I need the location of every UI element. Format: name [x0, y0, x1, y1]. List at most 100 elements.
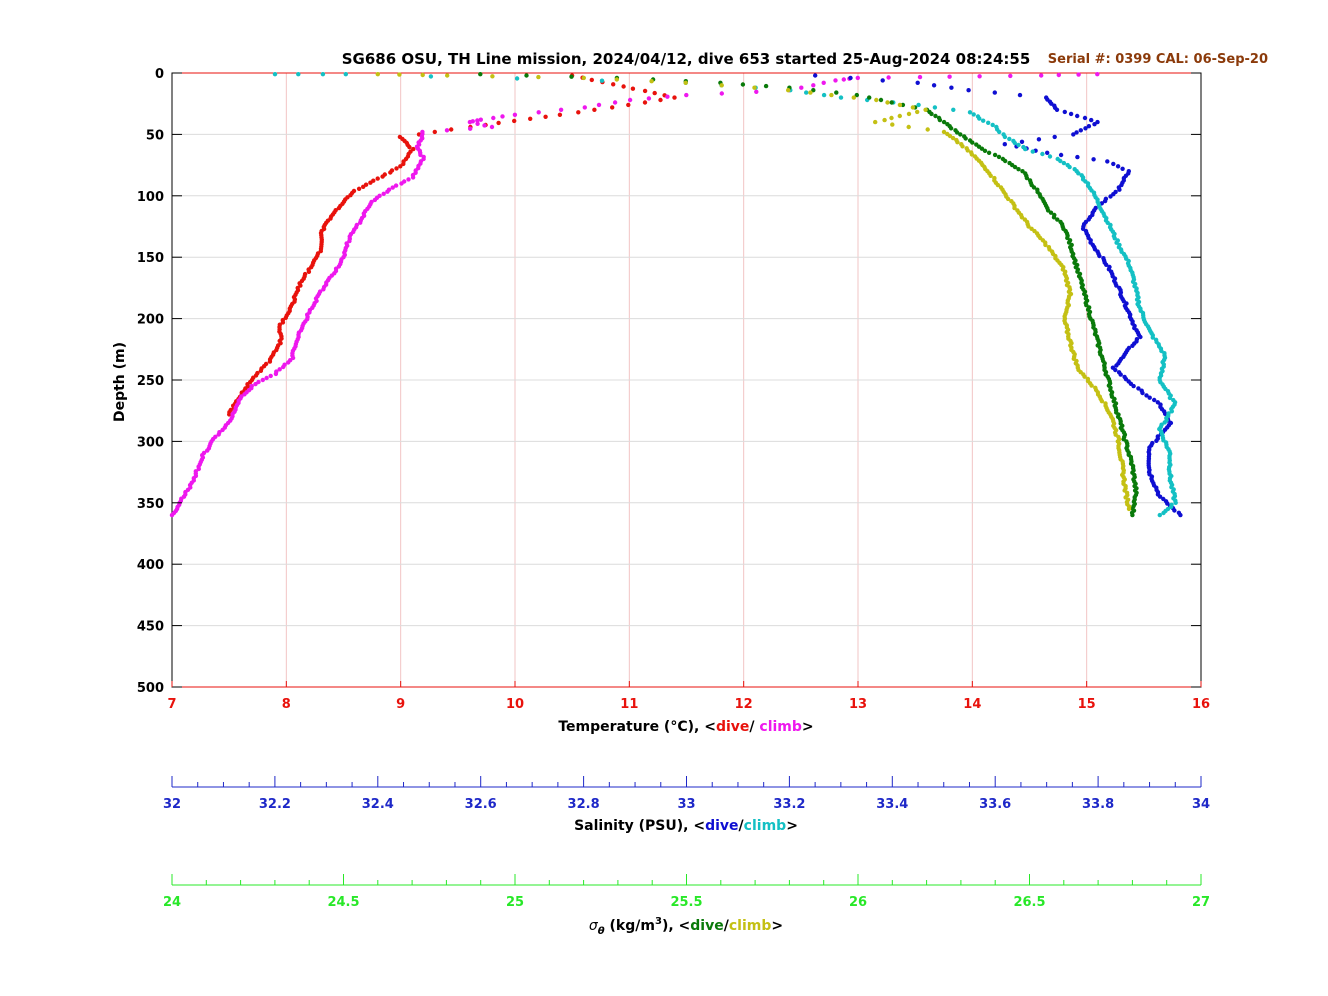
temperature-climb-point	[821, 80, 826, 86]
salinity-climb-point	[320, 72, 326, 77]
temperature-climb-point	[684, 92, 689, 98]
sigma_theta-climb-point	[906, 124, 911, 130]
salinity-climb-point	[932, 105, 938, 110]
salinity-dive-point	[1068, 111, 1074, 117]
salinity-climb-point	[971, 112, 976, 117]
salinity-climb-point	[1150, 335, 1156, 340]
salinity-label-climb: climb	[744, 818, 787, 834]
salinity-climb-point	[1061, 160, 1067, 166]
temperature-climb-point	[264, 375, 269, 381]
sigma_theta-dive-point	[982, 148, 988, 153]
salinity-dive-point	[1097, 253, 1102, 259]
temperature-climb-point	[385, 189, 390, 194]
sigma_theta-dive-point	[941, 119, 947, 125]
sigma_theta-climb-point	[941, 129, 947, 135]
salinity-dive-point	[1074, 130, 1079, 135]
salinity-dive-point	[1091, 157, 1096, 162]
sigma_theta-dive-point	[954, 130, 960, 135]
temperature-dive-point	[375, 176, 380, 181]
temperature-climb-point	[444, 128, 450, 133]
temperature-dive-point	[356, 186, 362, 191]
salinity-climb-point	[986, 120, 991, 126]
depth-tick-label: 200	[137, 313, 164, 328]
temperature-climb-point	[646, 96, 652, 101]
temperature-climb-point	[536, 110, 541, 115]
salinity-axis-label: Salinity (PSU), <dive/climb>	[574, 818, 798, 834]
salinity-label-dive: dive	[705, 818, 738, 834]
salinity-climb-point	[343, 72, 348, 77]
temperature-climb-point	[833, 78, 838, 83]
serial-cal-label: Serial #: 0399 CAL: 06-Sep-20	[1048, 52, 1268, 67]
temperature-climb-point	[1039, 73, 1044, 78]
temperature-dive-point	[368, 180, 373, 185]
salinity-dive-point	[1172, 508, 1177, 513]
depth-tick-label: 350	[137, 497, 164, 512]
salinity-tick-label: 33	[677, 797, 695, 812]
sigma_theta-dive-point	[948, 126, 954, 131]
sigma_theta-dive-point	[1055, 217, 1060, 222]
temperature-dive-point	[576, 110, 581, 115]
salinity-dive-point	[1117, 187, 1122, 192]
temperature-dive-point	[626, 102, 631, 108]
temperature-climb-point	[468, 126, 473, 131]
sigma_theta-dive-point	[1012, 164, 1018, 170]
sigma_theta-climb-point	[851, 95, 856, 100]
temperature-climb-point	[886, 75, 891, 80]
salinity-dive-point	[1054, 107, 1060, 113]
temperature-dive-point	[610, 105, 615, 110]
sigma_theta-dive-point	[1051, 215, 1057, 220]
salinity-dive-point	[1071, 132, 1076, 137]
temperature-tick-label: 9	[396, 697, 405, 712]
sigma_theta-climb-point	[375, 72, 380, 77]
temperature-climb-point	[220, 427, 225, 433]
salinity-climb-point	[1076, 171, 1081, 176]
sigma_theta-dive-point	[992, 152, 998, 158]
sigma-label-sup: 3	[655, 916, 662, 927]
salinity-label-sep: /	[739, 818, 745, 834]
sigma_theta-climb-point	[719, 83, 724, 88]
sigma_theta-climb-point	[397, 72, 402, 77]
salinity-climb-point	[967, 110, 973, 115]
temperature-climb-point	[169, 512, 175, 518]
sigma_theta-dive-point	[1048, 210, 1054, 215]
sigma_theta-climb-point	[885, 100, 890, 105]
salinity-dive-point	[1111, 161, 1116, 167]
salinity-dive-point	[1083, 126, 1088, 131]
sigma_theta-dive-point	[979, 146, 985, 151]
depth-ticks: 0 50 100 150 200 250 300 350 400 450 500	[137, 67, 1201, 696]
salinity-dive-point	[915, 80, 920, 86]
temperature-dive-point	[336, 205, 342, 211]
temperature-climb-point	[372, 197, 378, 203]
sigma-label-units: (kg/m	[605, 918, 655, 934]
temperature-dive-point	[380, 174, 385, 179]
temperature-climb-point	[512, 112, 518, 118]
temperature-climb-point	[1076, 72, 1081, 77]
sigma_theta-dive-point	[933, 113, 938, 119]
sigma_theta-climb-point	[752, 85, 757, 90]
sigma_theta-climb-point	[614, 77, 619, 82]
temperature-climb-point	[321, 287, 326, 292]
salinity-climb-point	[1022, 146, 1028, 152]
temperature-climb-point	[917, 74, 923, 80]
temperature-climb-point	[196, 466, 201, 472]
salinity-climb-point	[296, 72, 301, 77]
sigma_theta-climb-point	[536, 74, 541, 80]
temperature-climb-point	[260, 377, 265, 383]
temperature-dive-point	[449, 127, 454, 132]
temperature-dive-point	[401, 161, 406, 167]
temperature-climb-point	[390, 185, 395, 190]
salinity-dive-point	[1104, 262, 1109, 267]
temperature-tick-label: 13	[849, 697, 867, 712]
salinity-climb-point	[1167, 395, 1173, 401]
sigma_theta-climb-point	[995, 182, 1001, 188]
salinity-climb-point	[428, 74, 434, 79]
salinity-climb-point	[990, 122, 995, 128]
salinity-climb-point	[1047, 154, 1053, 159]
temperature-ticks: 7 8 9 10 11 12 13 14 15 16	[167, 681, 1210, 712]
temperature-dive-point	[557, 112, 563, 118]
salinity-dive-point	[1075, 113, 1080, 119]
salinity-tick-label: 32.6	[465, 797, 497, 812]
temperature-axis-label: Temperature (°C), <dive/ climb>	[558, 719, 813, 735]
temperature-climb-point	[582, 105, 587, 110]
salinity-climb-point	[1002, 134, 1008, 140]
